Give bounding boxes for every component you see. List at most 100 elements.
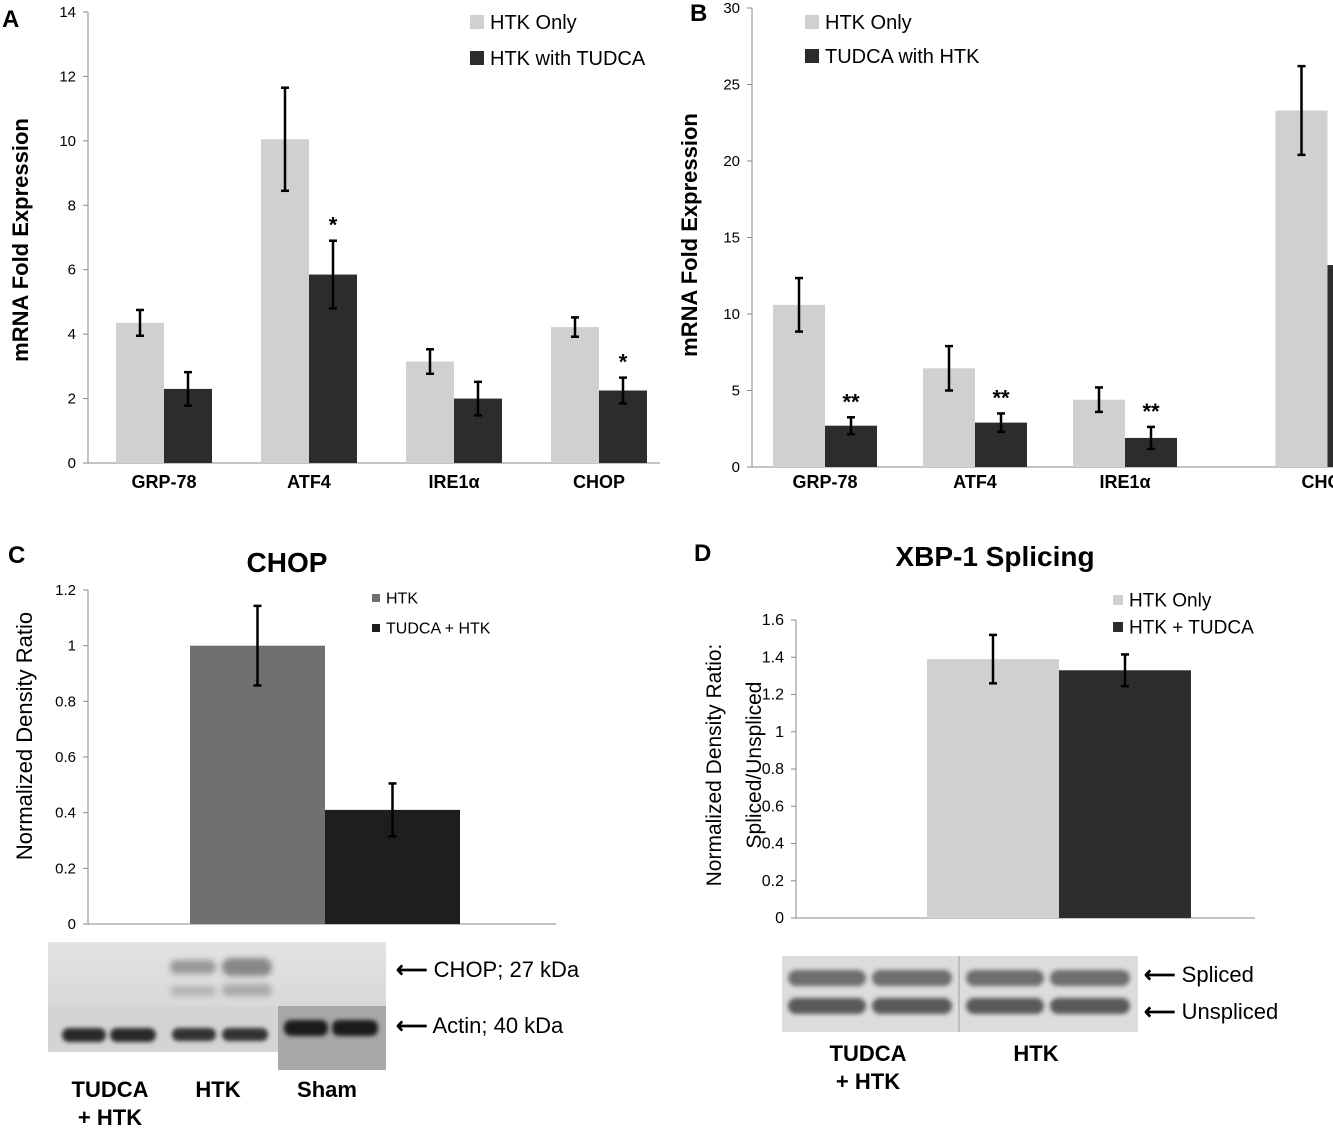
y-axis-label: Normalized Density Ratio: bbox=[703, 644, 726, 887]
lane-label: TUDCA + HTK bbox=[50, 1076, 170, 1132]
blot-arrow-chop: ⟵ CHOP; 27 kDa bbox=[396, 957, 579, 983]
bar bbox=[190, 646, 325, 924]
y-tick-label: 0 bbox=[68, 916, 76, 933]
y-tick-label: 12 bbox=[59, 68, 76, 85]
arrow-left-icon: ⟵ bbox=[396, 957, 428, 982]
blot-spliced-band bbox=[788, 970, 866, 986]
y-tick-label: 10 bbox=[59, 133, 76, 150]
y-tick-label: 25 bbox=[723, 77, 740, 94]
chart-title: XBP-1 Splicing bbox=[895, 541, 1094, 572]
blot-actin-band bbox=[62, 1028, 106, 1042]
blot-arrow-label: CHOP; 27 kDa bbox=[434, 957, 580, 982]
x-tick-label: IRE1α bbox=[1099, 472, 1150, 492]
blot-arrow-label: Unspliced bbox=[1182, 999, 1279, 1024]
y-tick-label: 0.2 bbox=[55, 860, 76, 877]
legend-swatch bbox=[805, 49, 819, 63]
y-axis-label: Normalized Density Ratio bbox=[12, 612, 37, 860]
y-tick-label: 2 bbox=[68, 391, 76, 408]
legend-label: HTK Only bbox=[825, 12, 912, 34]
blot-chop-band bbox=[222, 958, 272, 976]
y-tick-label: 0 bbox=[775, 910, 784, 927]
x-tick-label: GRP-78 bbox=[792, 472, 857, 492]
y-tick-label: 1.4 bbox=[762, 649, 784, 666]
x-tick-label: CHOP bbox=[1301, 472, 1333, 492]
bar bbox=[551, 327, 599, 463]
y-tick-label: 0.4 bbox=[55, 805, 76, 822]
blot-unspliced-band bbox=[966, 998, 1044, 1014]
blot-spliced-band bbox=[872, 970, 952, 986]
blot-unspliced-band bbox=[1050, 998, 1130, 1014]
y-tick-label: 0 bbox=[68, 455, 76, 472]
x-tick-label: GRP-78 bbox=[131, 472, 196, 492]
legend-label: TUDCA with HTK bbox=[825, 46, 980, 68]
y-tick-label: 20 bbox=[723, 153, 740, 170]
significance-marker: * bbox=[619, 350, 628, 375]
blot-spliced-band bbox=[966, 970, 1044, 986]
western-blot-xbp1 bbox=[782, 956, 1138, 1032]
lane-label: HTK bbox=[178, 1076, 258, 1104]
arrow-left-icon: ⟵ bbox=[396, 1013, 428, 1038]
y-tick-label: 8 bbox=[68, 197, 76, 214]
legend-swatch bbox=[805, 15, 819, 29]
blot-spliced-band bbox=[1050, 970, 1130, 986]
blot-actin-band bbox=[284, 1020, 328, 1036]
blot-actin-band bbox=[172, 1028, 216, 1041]
y-tick-label: 10 bbox=[723, 306, 740, 323]
blot-actin-band bbox=[222, 1028, 268, 1041]
x-tick-label: ATF4 bbox=[287, 472, 331, 492]
x-tick-label: IRE1α bbox=[428, 472, 479, 492]
bar bbox=[1059, 670, 1191, 918]
legend-swatch bbox=[1113, 595, 1123, 605]
lane-label: HTK bbox=[996, 1040, 1076, 1068]
significance-marker: ** bbox=[992, 385, 1010, 410]
legend-swatch bbox=[1113, 622, 1123, 632]
blot-arrow-unspliced: ⟵ Unspliced bbox=[1144, 999, 1278, 1025]
legend-label: HTK + TUDCA bbox=[1129, 618, 1254, 639]
y-tick-label: 0.8 bbox=[55, 693, 76, 710]
lane-label: TUDCA + HTK bbox=[808, 1040, 928, 1096]
legend-label: HTK Only bbox=[490, 12, 577, 34]
y-tick-label: 0 bbox=[732, 459, 740, 476]
blot-arrow-label: Actin; 40 kDa bbox=[432, 1013, 563, 1038]
blot-chop-band bbox=[222, 984, 272, 996]
y-tick-label: 0.2 bbox=[762, 873, 784, 890]
y-tick-label: 0.6 bbox=[55, 749, 76, 766]
blot-chop-band-strip bbox=[48, 942, 386, 1006]
y-tick-label: 4 bbox=[68, 326, 76, 343]
y-tick-label: 14 bbox=[59, 4, 76, 21]
legend-swatch bbox=[470, 51, 484, 65]
y-tick-label: 6 bbox=[68, 262, 76, 279]
y-tick-label: 15 bbox=[723, 230, 740, 247]
chart-title: CHOP bbox=[247, 547, 328, 578]
blot-divider bbox=[958, 956, 960, 1032]
y-axis-label: mRNA Fold Expression bbox=[8, 118, 33, 362]
y-tick-label: 1.6 bbox=[762, 612, 784, 629]
arrow-left-icon: ⟵ bbox=[1144, 999, 1176, 1024]
bar bbox=[116, 323, 164, 463]
significance-marker: * bbox=[329, 213, 338, 238]
blot-arrow-actin: ⟵ Actin; 40 kDa bbox=[396, 1013, 563, 1039]
blot-chop-band bbox=[170, 986, 216, 996]
chart-a: 0 2 4 6 8 10 12 14 mRNA Fold Expression GRP-78 ATF… bbox=[0, 0, 665, 505]
y-tick-label: 1.2 bbox=[55, 582, 76, 599]
legend-label: HTK with TUDCA bbox=[490, 48, 646, 70]
arrow-left-icon: ⟵ bbox=[1144, 962, 1176, 987]
legend-swatch bbox=[372, 624, 380, 632]
legend-swatch bbox=[372, 594, 380, 602]
blot-unspliced-band bbox=[788, 998, 866, 1014]
legend-swatch bbox=[470, 15, 484, 29]
blot-unspliced-band bbox=[872, 998, 952, 1014]
significance-marker: ** bbox=[842, 389, 860, 414]
blot-chop-band bbox=[170, 960, 216, 974]
bar bbox=[927, 659, 1059, 918]
blot-arrow-label: Spliced bbox=[1182, 962, 1254, 987]
y-tick-label: 5 bbox=[732, 383, 740, 400]
western-blot-chop bbox=[48, 942, 386, 1070]
y-tick-label: 1 bbox=[775, 724, 784, 741]
bar bbox=[406, 362, 454, 463]
y-tick-label: 30 bbox=[723, 0, 740, 17]
legend-label: HTK Only bbox=[1129, 591, 1212, 612]
